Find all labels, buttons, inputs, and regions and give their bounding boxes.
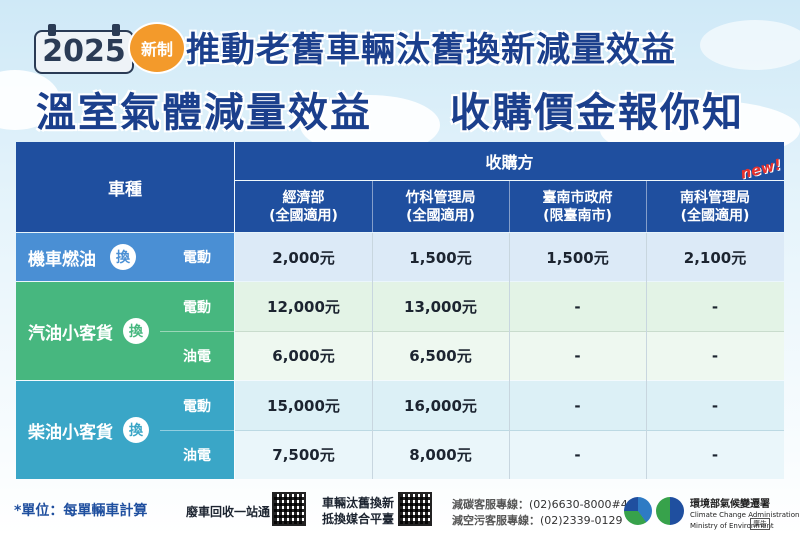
hotline-number: (02)2339-0129 <box>540 514 623 527</box>
vehicle-group-motorcycle: 機車燃油 換 <box>16 233 234 281</box>
new-system-badge: 新制 <box>128 22 186 74</box>
buyer-header: 收購方 <box>235 142 784 180</box>
column-divider <box>372 181 373 232</box>
platform-qr-code[interactable] <box>398 492 432 526</box>
ad-tag: 廣告 <box>750 518 770 530</box>
buyer-name: 經濟部 <box>282 189 325 206</box>
carbon-hotline: 減碳客服專線：(02)6630-8000#437 <box>452 496 642 512</box>
unit-note: *單位：每單輛車計算 <box>14 503 148 519</box>
hotline-number: (02)6630-8000#437 <box>529 498 642 511</box>
replacement-type-label: 電動 <box>160 381 234 430</box>
vehicle-group-gasoline: 汽油小客貨 換 <box>16 282 160 380</box>
column-divider <box>234 142 235 232</box>
agency-name-en2: Ministry of Environment <box>690 522 774 530</box>
subtitle-emission: 溫室氣體減量效益 <box>36 90 372 136</box>
replacement-type-label: 電動 <box>183 250 211 266</box>
agency-logo-icon <box>624 497 652 525</box>
vehicle-type-header: 車種 <box>16 142 234 232</box>
vehicle-group-label: 柴油小客貨 <box>28 422 113 443</box>
row-divider <box>160 430 234 431</box>
agency-name-en1: Climate Change Administration <box>690 511 800 519</box>
buyer-scope: (全國適用) <box>680 207 750 224</box>
buyer-scope: (限臺南市) <box>543 207 612 224</box>
price-cell: 1,500元 <box>509 233 646 281</box>
price-cell: - <box>646 381 784 430</box>
price-cell: - <box>509 331 646 380</box>
price-cell: 6,500元 <box>372 331 509 380</box>
replacement-type-label: 電動 <box>160 282 234 331</box>
vehicle-group-label: 汽油小客貨 <box>28 323 113 344</box>
page-title: 推動老舊車輛汰舊換新減量效益 <box>186 30 676 70</box>
platform-label-line2: 抵換媒合平臺 <box>322 512 395 526</box>
cloud-decoration <box>700 20 800 70</box>
buyer-scope: (全國適用) <box>269 207 338 224</box>
price-cell: - <box>646 430 784 479</box>
swap-icon: 換 <box>110 244 136 270</box>
buyer-name: 南科管理局 <box>680 189 750 206</box>
replacement-type-label: 油電 <box>160 331 234 380</box>
buyer-column-header: 經濟部 (全國適用) <box>235 181 372 232</box>
hotline-label: 減空污客服專線： <box>452 514 540 527</box>
replacement-type-label: 油電 <box>160 430 234 479</box>
price-cell: - <box>646 331 784 380</box>
price-cell: 2,000元 <box>235 233 372 281</box>
column-divider <box>509 233 510 479</box>
recycle-label: 廢車回收一站通 <box>186 505 271 519</box>
price-cell: 8,000元 <box>372 430 509 479</box>
price-cell: 13,000元 <box>372 282 509 331</box>
buyer-name: 臺南市政府 <box>542 189 613 206</box>
buyer-header-label: 收購方 <box>485 153 534 172</box>
price-cell: - <box>509 282 646 331</box>
vehicle-group-label: 機車燃油 <box>28 249 96 270</box>
year-badge: 2025 <box>34 24 134 74</box>
column-divider <box>372 233 373 479</box>
agency-name-zh: 環境部氣候變遷署 <box>690 499 770 510</box>
buyer-scope: (全國適用) <box>406 207 475 224</box>
column-divider <box>646 181 647 232</box>
price-cell: 6,000元 <box>235 331 372 380</box>
price-cell: 2,100元 <box>646 233 784 281</box>
price-cell: 15,000元 <box>235 381 372 430</box>
swap-icon: 換 <box>123 318 149 344</box>
price-cell: 16,000元 <box>372 381 509 430</box>
price-cell: 7,500元 <box>235 430 372 479</box>
buyer-column-header: 臺南市政府 (限臺南市) <box>509 181 646 232</box>
column-divider <box>509 181 510 232</box>
agency-name: 環境部氣候變遷署 Climate Change Administration M… <box>690 499 799 532</box>
buyer-column-header: 竹科管理局 (全國適用) <box>372 181 509 232</box>
header-divider <box>235 180 784 181</box>
price-cell: - <box>646 282 784 331</box>
recycle-qr-code[interactable] <box>272 492 306 526</box>
platform-label-line1: 車輛汰舊換新 <box>322 496 395 510</box>
price-cell: 12,000元 <box>235 282 372 331</box>
buyer-name: 竹科管理局 <box>405 189 476 206</box>
air-pollution-hotline: 減空污客服專線：(02)2339-0129 <box>452 512 623 528</box>
vehicle-group-diesel: 柴油小客貨 換 <box>16 381 160 479</box>
agency-mark-icon <box>656 497 684 525</box>
price-cell: 1,500元 <box>372 233 509 281</box>
subtitle-price: 收購價金報你知 <box>450 90 744 136</box>
hotline-label: 減碳客服專線： <box>452 498 529 511</box>
column-divider <box>646 233 647 479</box>
buyer-column-header: 南科管理局 (全國適用) <box>646 181 784 232</box>
price-cell: - <box>509 430 646 479</box>
row-divider <box>160 331 234 332</box>
swap-icon: 換 <box>123 417 149 443</box>
vehicle-type-header-label: 車種 <box>108 179 142 200</box>
price-cell: - <box>509 381 646 430</box>
